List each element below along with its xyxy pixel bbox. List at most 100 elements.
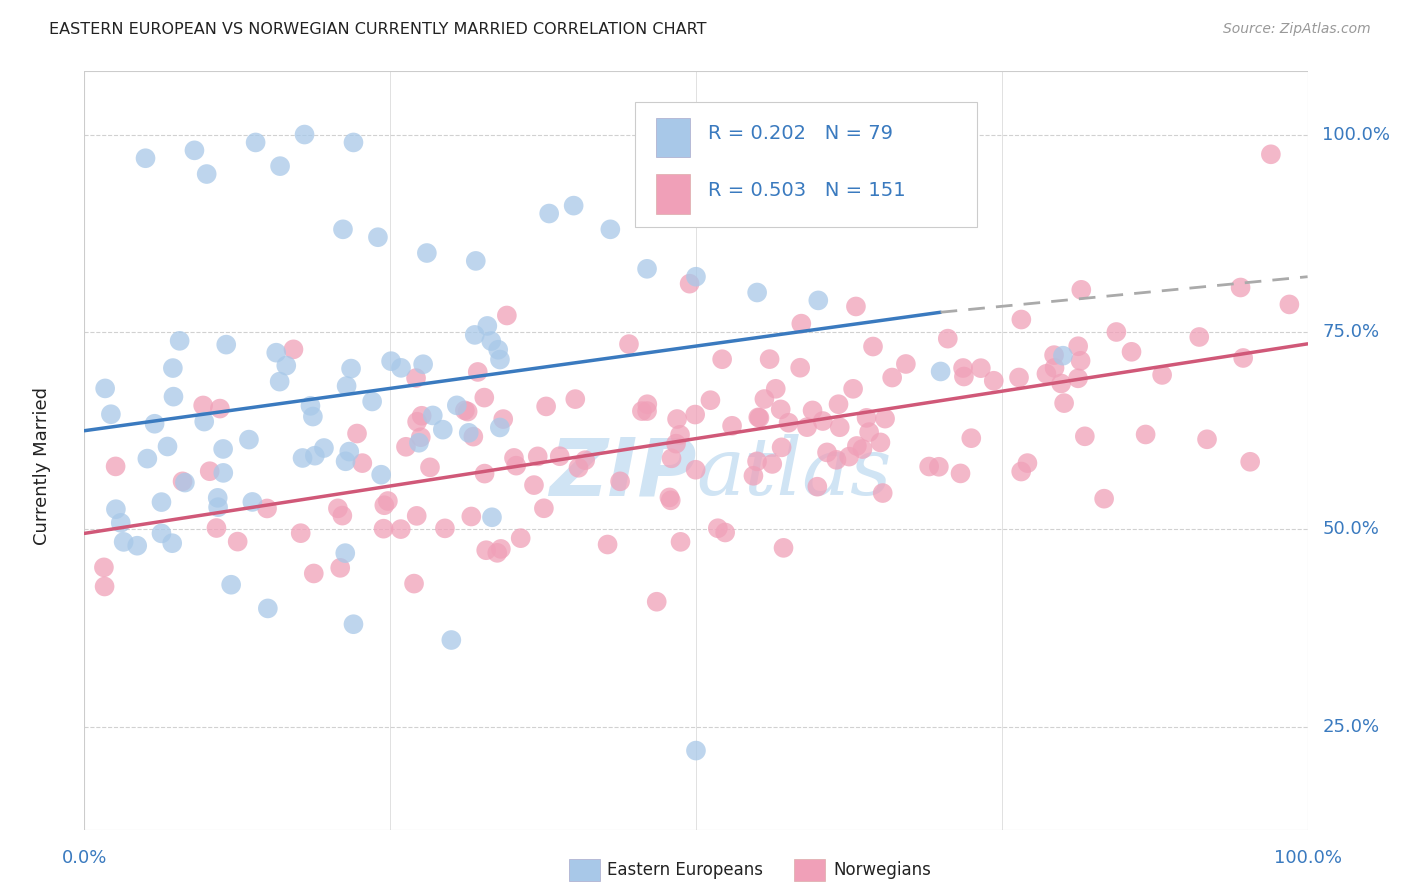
- Point: [1105, 325, 1128, 339]
- Point: [464, 327, 486, 342]
- Point: [574, 453, 596, 467]
- Point: [1067, 371, 1090, 385]
- Point: [412, 357, 434, 371]
- Point: [373, 522, 395, 536]
- Point: [335, 546, 357, 560]
- Point: [215, 337, 238, 351]
- Point: [467, 365, 489, 379]
- Point: [949, 467, 972, 481]
- Point: [1152, 368, 1174, 382]
- Point: [446, 398, 468, 412]
- Point: [464, 254, 486, 268]
- Point: [110, 516, 132, 530]
- Text: 0.0%: 0.0%: [62, 849, 107, 867]
- Point: [440, 633, 463, 648]
- Point: [402, 576, 425, 591]
- Point: [665, 436, 688, 450]
- Point: [212, 442, 235, 456]
- Point: [290, 526, 312, 541]
- Point: [198, 464, 221, 478]
- Point: [858, 425, 880, 439]
- Text: R = 0.202   N = 79: R = 0.202 N = 79: [709, 124, 893, 144]
- Point: [408, 435, 430, 450]
- Point: [205, 521, 228, 535]
- Point: [330, 508, 353, 523]
- Point: [1239, 455, 1261, 469]
- Point: [928, 459, 950, 474]
- Text: Eastern Europeans: Eastern Europeans: [607, 861, 763, 879]
- Point: [669, 427, 692, 442]
- Point: [761, 457, 783, 471]
- Point: [509, 531, 531, 545]
- Point: [100, 407, 122, 421]
- Point: [918, 459, 941, 474]
- Point: [1092, 491, 1115, 506]
- Point: [409, 430, 432, 444]
- Text: 25.0%: 25.0%: [1322, 718, 1379, 736]
- Point: [238, 433, 260, 447]
- Point: [711, 352, 734, 367]
- Point: [661, 451, 683, 466]
- Point: [811, 414, 834, 428]
- Point: [143, 417, 166, 431]
- Point: [208, 401, 231, 416]
- Point: [207, 500, 229, 515]
- Point: [346, 426, 368, 441]
- FancyBboxPatch shape: [655, 118, 690, 157]
- Point: [636, 261, 658, 276]
- Point: [825, 453, 848, 467]
- Point: [104, 459, 127, 474]
- Point: [636, 404, 658, 418]
- Point: [1229, 280, 1251, 294]
- Point: [169, 334, 191, 348]
- Point: [486, 343, 509, 357]
- Point: [685, 269, 707, 284]
- Point: [754, 392, 776, 406]
- Point: [548, 449, 571, 463]
- Point: [416, 246, 439, 260]
- Point: [845, 300, 868, 314]
- Point: [136, 451, 159, 466]
- Point: [659, 493, 682, 508]
- Point: [160, 536, 183, 550]
- Point: [609, 475, 631, 489]
- Point: [721, 418, 744, 433]
- Point: [699, 393, 721, 408]
- Point: [454, 403, 477, 417]
- Point: [340, 361, 363, 376]
- Point: [936, 332, 959, 346]
- Point: [492, 412, 515, 426]
- Point: [758, 352, 780, 367]
- Point: [505, 458, 527, 473]
- Point: [377, 494, 399, 508]
- Point: [862, 339, 884, 353]
- Point: [747, 410, 769, 425]
- FancyBboxPatch shape: [636, 102, 977, 227]
- Point: [526, 450, 548, 464]
- Point: [489, 420, 512, 434]
- Point: [104, 502, 127, 516]
- Point: [245, 136, 267, 150]
- Point: [411, 409, 433, 423]
- Point: [1035, 367, 1057, 381]
- Point: [1043, 360, 1066, 375]
- Point: [666, 412, 689, 426]
- Point: [337, 444, 360, 458]
- Point: [150, 495, 173, 509]
- Point: [269, 159, 291, 173]
- Point: [645, 595, 668, 609]
- Point: [796, 420, 818, 434]
- Point: [195, 167, 218, 181]
- Point: [503, 450, 526, 465]
- Point: [599, 222, 621, 236]
- Point: [112, 535, 135, 549]
- Point: [1010, 312, 1032, 326]
- Point: [94, 381, 117, 395]
- Point: [332, 222, 354, 236]
- Point: [669, 534, 692, 549]
- Point: [596, 537, 619, 551]
- Point: [389, 522, 412, 536]
- Point: [685, 463, 707, 477]
- Point: [479, 334, 502, 348]
- Point: [406, 415, 429, 429]
